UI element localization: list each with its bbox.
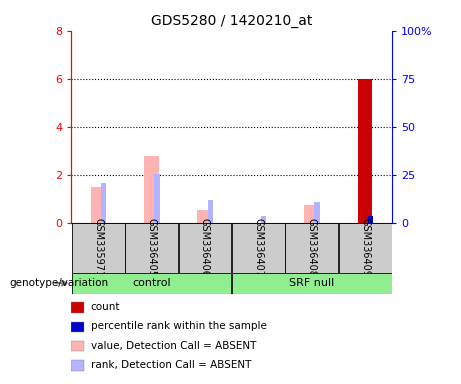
Bar	[125, 223, 178, 273]
Text: GSM336408: GSM336408	[307, 218, 317, 277]
Text: count: count	[91, 302, 120, 312]
Bar	[144, 156, 159, 223]
Bar	[91, 187, 106, 223]
Bar	[71, 341, 84, 351]
Bar	[314, 202, 320, 223]
Bar	[304, 205, 319, 223]
Text: genotype/variation: genotype/variation	[9, 278, 108, 288]
Bar	[101, 183, 106, 223]
Text: GSM336405: GSM336405	[147, 218, 157, 277]
Bar	[368, 216, 373, 223]
Text: rank, Detection Call = ABSENT: rank, Detection Call = ABSENT	[91, 360, 251, 370]
Bar	[72, 223, 124, 273]
Bar	[232, 223, 285, 273]
Bar	[71, 360, 84, 371]
Text: GSM336409: GSM336409	[360, 218, 370, 277]
Bar	[72, 273, 231, 294]
Text: GSM335971: GSM335971	[93, 218, 103, 277]
Bar	[178, 223, 231, 273]
Text: value, Detection Call = ABSENT: value, Detection Call = ABSENT	[91, 341, 256, 351]
Bar	[359, 79, 372, 223]
Bar	[207, 200, 213, 223]
Bar	[71, 303, 84, 313]
Text: SRF null: SRF null	[289, 278, 334, 288]
Bar	[285, 223, 338, 273]
Bar	[261, 216, 266, 223]
Title: GDS5280 / 1420210_at: GDS5280 / 1420210_at	[151, 14, 313, 28]
Bar	[339, 223, 391, 273]
Bar	[197, 210, 213, 223]
Bar	[71, 322, 84, 332]
Bar	[154, 174, 160, 223]
Bar	[232, 273, 391, 294]
Text: GSM336406: GSM336406	[200, 218, 210, 277]
Text: GSM336407: GSM336407	[254, 218, 263, 277]
Text: percentile rank within the sample: percentile rank within the sample	[91, 321, 266, 331]
Text: control: control	[132, 278, 171, 288]
